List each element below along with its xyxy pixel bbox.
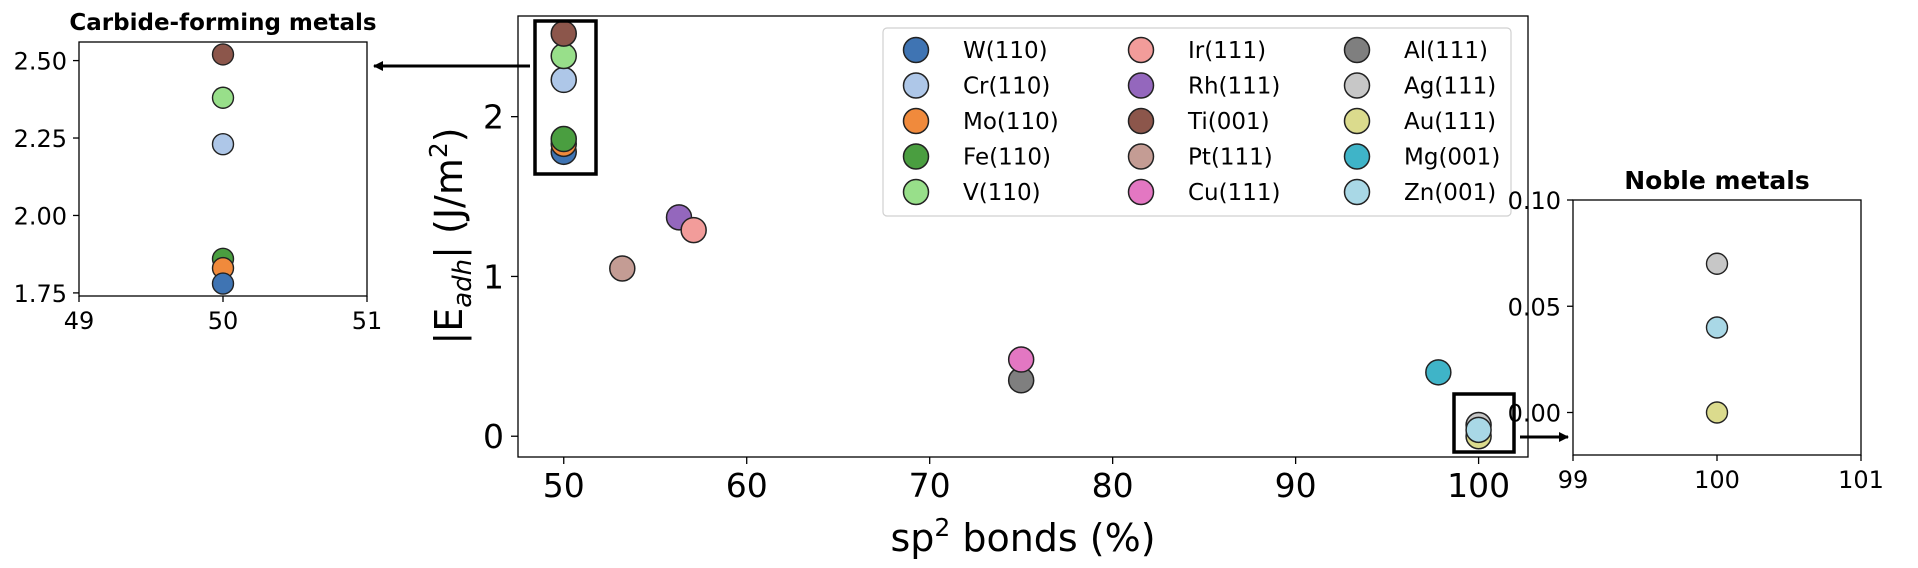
inset-x-tick-label: 99 [1558,466,1589,494]
inset-carbide-title: Carbide-forming metals [69,10,376,36]
legend-marker [1127,72,1155,99]
x-tick-label: 70 [909,466,951,505]
main-point-ti001 [550,20,577,47]
legend-marker [1343,178,1371,206]
legend-label: Fe(110) [963,145,1051,171]
legend-marker [1127,107,1155,135]
inset-point-w110 [211,272,235,295]
legend-label: W(110) [963,38,1048,64]
inset-x-tick-label: 51 [352,307,383,335]
x-tick-label: 60 [726,466,768,505]
inset-x-tick-label: 101 [1838,466,1884,494]
main-plot-frame [517,15,1529,458]
legend-entry: Au(111) [1343,107,1496,135]
legend-label: Al(111) [1404,38,1488,64]
main-point-cr110 [550,66,577,94]
x-axis-label: sp2 bonds (%) [890,513,1155,560]
legend-entry: Zn(001) [1343,178,1496,206]
legend-entry: Mo(110) [902,107,1059,135]
x-tick-label: 100 [1447,466,1510,505]
legend-marker [1343,72,1371,99]
inset-point-v110 [211,86,235,109]
inset-point-au111 [1705,401,1729,424]
inset-x-tick-label: 49 [64,307,95,335]
legend-entry: Rh(111) [1127,72,1280,100]
inset-y-tick-label: 2.00 [14,202,67,230]
y-tick-label: 1 [483,257,504,296]
legend-marker [902,107,930,135]
inset-y-tick-label: 0.05 [1508,293,1561,321]
legend-label: V(110) [963,180,1041,206]
inset-x-tick-label: 50 [208,307,239,335]
legend-label: Zn(001) [1404,180,1496,206]
legend-entry: Mg(001) [1343,143,1500,171]
y-axis-label: |Eadh| (J/m2) [424,127,478,344]
highlight-box-noble [1452,392,1516,454]
legend-entry: V(110) [902,178,1041,206]
main-point-zn001 [1465,416,1492,444]
legend-marker [902,143,930,170]
legend-entry: Ti(001) [1127,107,1270,135]
inset-point-cr110 [211,133,235,156]
inset-y-tick-label: 2.50 [14,48,67,76]
legend-entry: Ir(111) [1127,36,1266,64]
x-tick-label: 50 [543,466,585,505]
inset-y-tick-label: 1.75 [14,280,67,308]
x-tick-label: 80 [1092,466,1134,505]
legend-marker [902,178,930,206]
legend-label: Pt(111) [1188,145,1273,171]
inset-point-zn001 [1705,316,1729,339]
legend-label: Cr(110) [963,74,1050,100]
legend-marker [1127,178,1155,206]
legend-marker [902,72,930,99]
main-point-ir111 [680,216,707,244]
inset-noble-title: Noble metals [1624,166,1810,195]
legend-entry: Cr(110) [902,72,1050,100]
inset-carbide-metals: Carbide-forming metals 49 50 51 1.75 2.00 2.2… [14,10,383,335]
main-point-mg001 [1425,359,1452,386]
legend-label: Rh(111) [1188,74,1280,100]
legend-label: Cu(111) [1188,180,1280,206]
legend-marker [1343,107,1371,135]
legend-label: Au(111) [1404,109,1496,135]
legend-entry: Ag(111) [1343,72,1496,100]
legend-label: Mg(001) [1404,145,1500,171]
legend-label: Ti(001) [1187,109,1270,135]
legend-entry: Cu(111) [1127,178,1280,206]
x-tick-label: 90 [1275,466,1317,505]
legend-entry: Fe(110) [902,143,1051,171]
legend-marker [1343,143,1371,170]
inset-y-tick-label: 0.10 [1508,187,1561,215]
y-tick-label: 0 [483,417,504,456]
legend-marker [1127,36,1155,64]
legend-label: Ir(111) [1188,38,1266,64]
main-point-cu111 [1007,346,1035,373]
main-point-pt111 [609,255,636,282]
main-scatter-panel: 50 60 70 80 90 100 0 1 2 sp2 bonds (%) |Eadh| (J… [424,15,1529,560]
legend-marker [902,36,930,64]
highlight-box-carbide [533,19,598,176]
inset-x-tick-label: 100 [1694,466,1740,494]
inset-point-ag111 [1705,252,1729,275]
legend-marker [1127,143,1155,170]
inset-y-tick-label: 2.25 [14,125,67,153]
legend-label: Ag(111) [1404,74,1496,100]
inset-point-ti001 [211,43,235,66]
inset-y-tick-label: 0.00 [1508,400,1561,428]
inset-noble-metals: Noble metals 99 100 101 0.00 0.05 0.10 [1508,166,1884,494]
legend-marker [1343,36,1371,64]
legend-entry: Pt(111) [1127,143,1273,171]
legend: W(110) Cr(110) Mo(110) Fe(110) V(110) Ir(111)… [882,27,1512,217]
legend-label: Mo(110) [963,109,1059,135]
main-point-fe110 [550,125,577,153]
legend-entry: W(110) [902,36,1048,64]
main-point-v110 [550,42,577,70]
y-tick-label: 2 [483,98,504,137]
legend-entry: Al(111) [1343,36,1488,64]
